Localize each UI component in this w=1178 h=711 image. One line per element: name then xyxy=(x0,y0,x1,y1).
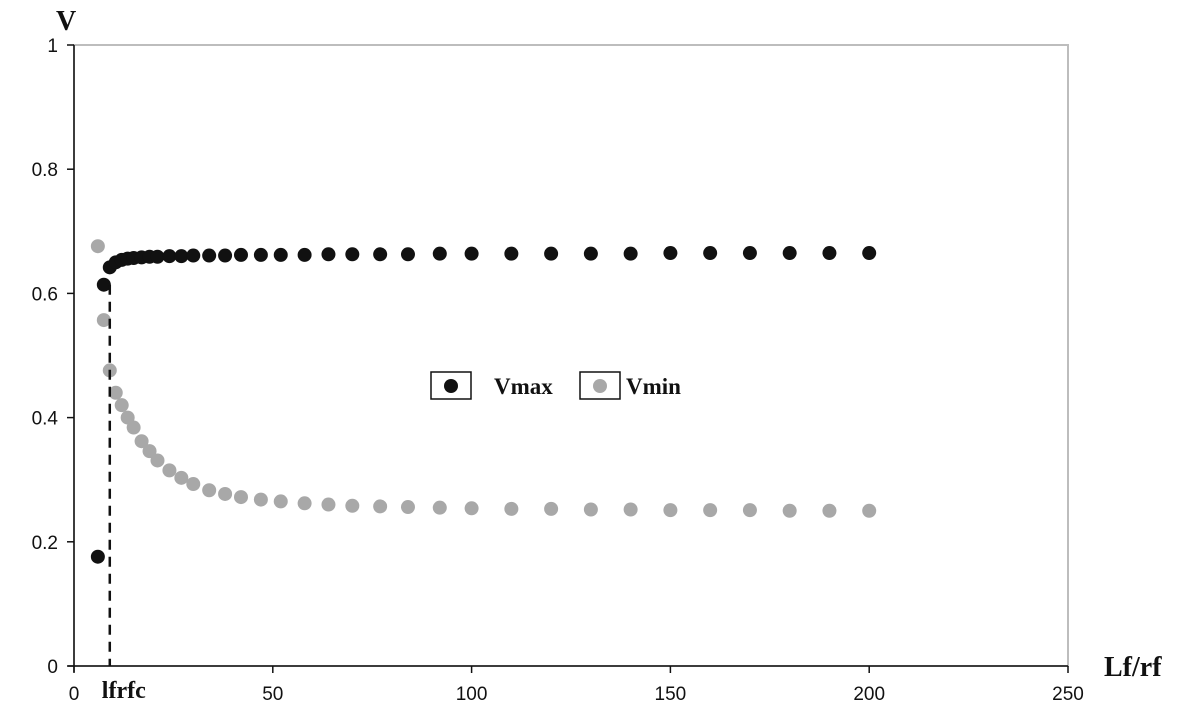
point-vmax xyxy=(583,246,598,261)
point-vmin xyxy=(504,501,519,516)
x-tick-label: 150 xyxy=(655,684,687,705)
point-vmin xyxy=(142,444,157,459)
point-vmax xyxy=(703,246,718,261)
legend: Vmax Vmin xyxy=(430,371,681,400)
point-vmax xyxy=(273,247,288,262)
point-vmax xyxy=(400,247,415,262)
x-ticks: 0 50 100 150 200 250 xyxy=(69,666,1084,705)
point-vmin xyxy=(400,500,415,515)
point-vmax xyxy=(253,247,268,262)
point-vmin xyxy=(162,463,177,478)
point-vmin xyxy=(96,313,111,328)
point-vmax xyxy=(186,248,201,263)
x-tick-label: 200 xyxy=(853,684,885,705)
series-layer: lfrfc xyxy=(90,239,877,704)
point-vmax xyxy=(150,249,165,264)
point-vmax xyxy=(218,248,233,263)
point-vmin xyxy=(432,500,447,515)
y-ticks: 0 0.2 0.4 0.6 0.8 1 xyxy=(32,36,74,678)
critical-ratio-label: lfrfc xyxy=(102,678,146,704)
point-vmin xyxy=(742,503,757,518)
x-tick-label: 250 xyxy=(1052,684,1084,705)
point-vmin xyxy=(544,501,559,516)
point-vmax xyxy=(297,247,312,262)
point-vmax xyxy=(162,249,177,264)
point-vmax xyxy=(742,246,757,261)
y-tick-label: 0 xyxy=(47,657,58,678)
x-tick-label: 50 xyxy=(262,684,283,705)
point-vmin xyxy=(126,420,141,435)
point-vmin xyxy=(345,498,360,513)
point-vmax xyxy=(202,248,217,263)
point-vmin xyxy=(373,499,388,514)
x-tick-label: 0 xyxy=(69,684,80,705)
point-vmax xyxy=(174,249,189,264)
legend-marker-vmax xyxy=(444,379,458,393)
point-vmax xyxy=(373,247,388,262)
point-vmin xyxy=(297,496,312,511)
point-vmin xyxy=(150,453,165,468)
point-vmax xyxy=(544,246,559,261)
y-tick-label: 0.8 xyxy=(32,160,58,181)
point-vmin xyxy=(90,239,105,254)
point-vmin xyxy=(321,497,336,512)
point-vmax xyxy=(96,277,111,292)
point-vmax xyxy=(822,246,837,261)
point-vmin xyxy=(134,434,149,449)
legend-swatch-vmin xyxy=(579,371,621,400)
point-vmax xyxy=(464,246,479,261)
point-vmin xyxy=(202,483,217,498)
point-vmin xyxy=(253,492,268,507)
point-vmin xyxy=(782,503,797,518)
point-vmax xyxy=(233,247,248,262)
point-vmin xyxy=(583,502,598,517)
y-axis-label: V xyxy=(56,6,76,37)
y-tick-label: 1 xyxy=(47,36,58,57)
point-vmin xyxy=(233,490,248,505)
point-vmin xyxy=(114,398,129,413)
point-vmax xyxy=(321,247,336,262)
point-vmin xyxy=(273,494,288,509)
point-vmin xyxy=(703,503,718,518)
point-vmax xyxy=(862,246,877,261)
point-vmax xyxy=(90,549,105,564)
point-vmin xyxy=(108,385,123,400)
y-tick-label: 0.4 xyxy=(32,409,59,430)
plot-frame xyxy=(73,44,1069,667)
legend-label-vmax: Vmax xyxy=(494,374,553,399)
point-vmax xyxy=(345,247,360,262)
x-tick-label: 100 xyxy=(456,684,488,705)
point-vmax xyxy=(663,246,678,261)
point-vmin xyxy=(218,486,233,501)
point-vmin xyxy=(862,503,877,518)
point-vmax xyxy=(623,246,638,261)
y-tick-label: 0.6 xyxy=(32,284,58,305)
legend-label-vmin: Vmin xyxy=(626,374,681,399)
point-vmin xyxy=(663,503,678,518)
x-axis-label: Lf/rf xyxy=(1104,652,1162,683)
point-vmin xyxy=(822,503,837,518)
point-vmin xyxy=(464,501,479,516)
point-vmax xyxy=(782,246,797,261)
point-vmax xyxy=(432,246,447,261)
legend-marker-vmin xyxy=(593,379,607,393)
point-vmin xyxy=(623,502,638,517)
y-tick-label: 0.2 xyxy=(32,533,58,554)
point-vmin xyxy=(186,477,201,492)
point-vmin xyxy=(174,470,189,485)
point-vmax xyxy=(504,246,519,261)
